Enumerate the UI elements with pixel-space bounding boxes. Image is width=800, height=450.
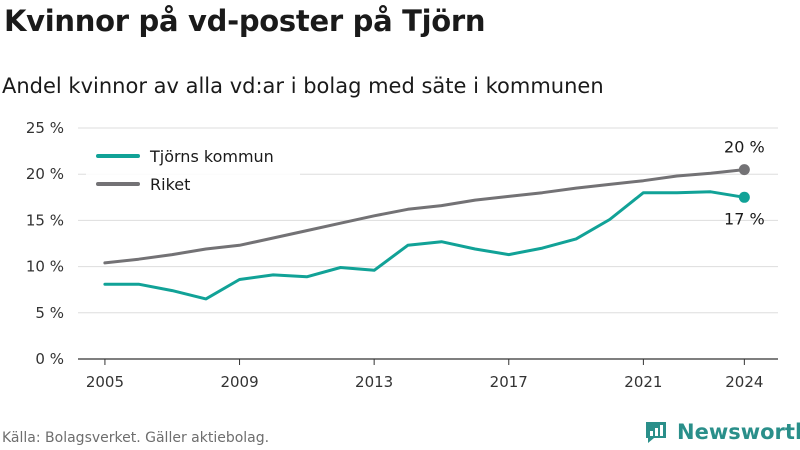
- series-line-riket: [103, 168, 746, 265]
- series-line-tjorn: [103, 190, 746, 301]
- source-note: Källa: Bolagsverket. Gäller aktiebolag.: [2, 430, 270, 446]
- newsworthy-logo-icon: [646, 422, 666, 443]
- y-tick-label: 5 %: [35, 304, 64, 322]
- x-tick-label: 2024: [725, 373, 763, 391]
- brand-logo: Newsworthy: [643, 419, 800, 445]
- x-tick-label: 2021: [624, 373, 662, 391]
- y-tick-label: 15 %: [26, 211, 64, 229]
- x-tick-label: 2017: [490, 373, 528, 391]
- brand-name: Newsworthy: [677, 420, 800, 444]
- end-label-tjorn: 17 %: [724, 209, 765, 228]
- chart-title: Kvinnor på vd-poster på Tjörn: [4, 4, 486, 38]
- y-tick-label: 10 %: [26, 258, 64, 276]
- x-tick-label: 2009: [220, 373, 258, 391]
- y-axis-ticks: 0 % 5 % 10 % 15 % 20 % 25 %: [26, 119, 64, 368]
- x-tick-label: 2013: [355, 373, 393, 391]
- legend: Tjörns kommun Riket: [86, 140, 300, 202]
- y-tick-label: 20 %: [26, 165, 64, 183]
- y-tick-label: 0 %: [35, 350, 64, 368]
- chart-subtitle: Andel kvinnor av alla vd:ar i bolag med …: [2, 74, 604, 98]
- legend-label: Riket: [150, 175, 190, 194]
- legend-label: Tjörns kommun: [149, 147, 274, 166]
- legend-background: [86, 140, 300, 202]
- y-tick-label: 25 %: [26, 119, 64, 137]
- end-label-riket: 20 %: [724, 138, 765, 157]
- series-lines: 20 % 17 %: [103, 138, 765, 301]
- x-tick-label: 2005: [86, 373, 124, 391]
- x-axis-ticks: 2005 2009 2013 2017 2021 2024: [86, 359, 763, 391]
- end-point-riket: [738, 164, 750, 176]
- end-point-tjorn: [738, 191, 750, 203]
